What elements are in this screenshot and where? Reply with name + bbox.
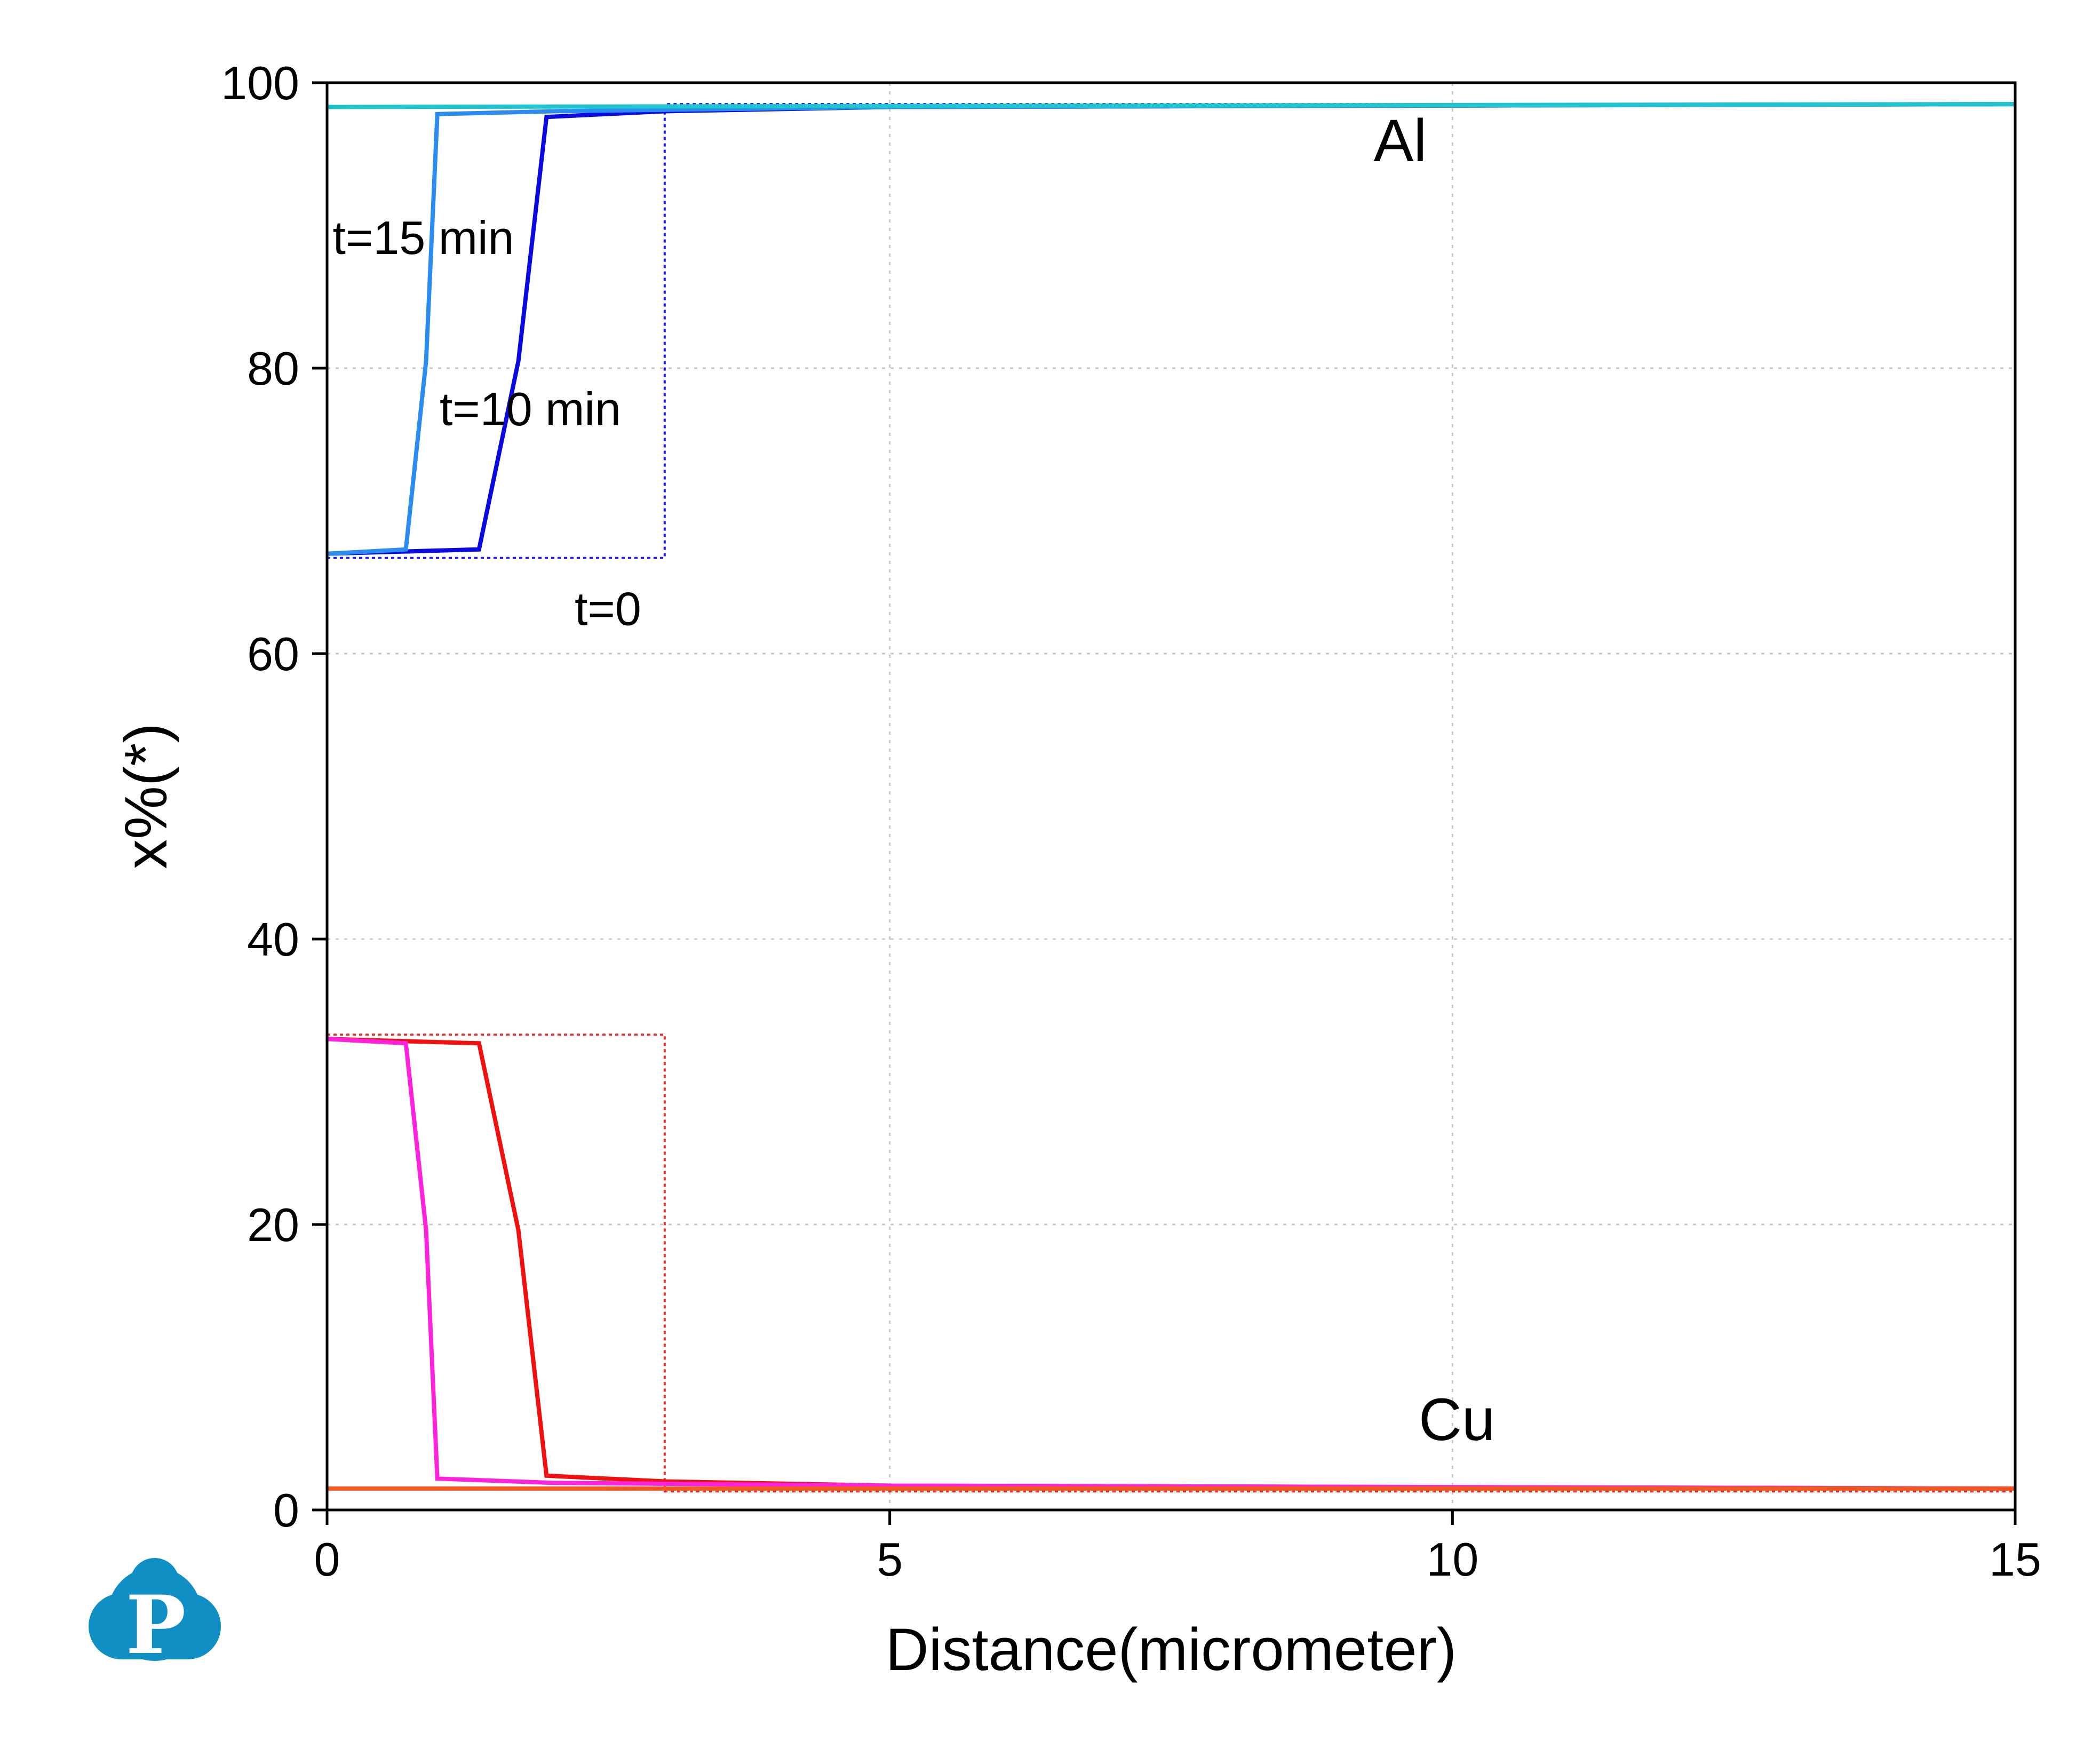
- x-tick-label: 0: [314, 1533, 340, 1586]
- annotations: Al Cu t=15 min t=10 min t=0: [333, 107, 1496, 1453]
- annotation-label: Al: [1374, 107, 1427, 174]
- plot-frame: [325, 81, 2017, 1512]
- grid: [327, 83, 2015, 1510]
- y-tick-label: 20: [247, 1198, 299, 1251]
- annotation-label: t=15 min: [333, 211, 514, 264]
- x-tick-label: 10: [1426, 1533, 1478, 1586]
- logo-letter: P: [126, 1578, 186, 1672]
- company-logo: P: [89, 1558, 221, 1672]
- annotation-label: Cu: [1419, 1386, 1495, 1453]
- y-axis-title: x%(*): [113, 723, 179, 869]
- y-tick-label: 0: [273, 1484, 299, 1537]
- series-line-cu-4: [327, 1033, 2015, 1493]
- series-line-al-1: [327, 102, 2016, 556]
- axis-ticks: 0 5 10 15 0 20 40 60 80 100: [221, 57, 2041, 1586]
- series-line-al-2: [327, 102, 2016, 556]
- annotation-label: t=10 min: [440, 383, 621, 435]
- series-group: [327, 102, 2016, 1493]
- y-tick-label: 60: [247, 627, 299, 680]
- x-tick-label: 5: [877, 1533, 903, 1586]
- series-line-cu-5: [327, 1037, 2016, 1491]
- annotation-label: t=0: [575, 583, 641, 635]
- series-line-al-3: [327, 102, 2016, 109]
- y-tick-label: 80: [247, 342, 299, 395]
- series-line-al-0: [327, 103, 2015, 559]
- series-line-cu-6: [327, 1037, 2016, 1491]
- y-tick-label: 100: [221, 57, 299, 109]
- x-tick-label: 15: [1989, 1533, 2041, 1586]
- x-axis-title: Distance(micrometer): [886, 1616, 1457, 1683]
- y-tick-label: 40: [247, 913, 299, 966]
